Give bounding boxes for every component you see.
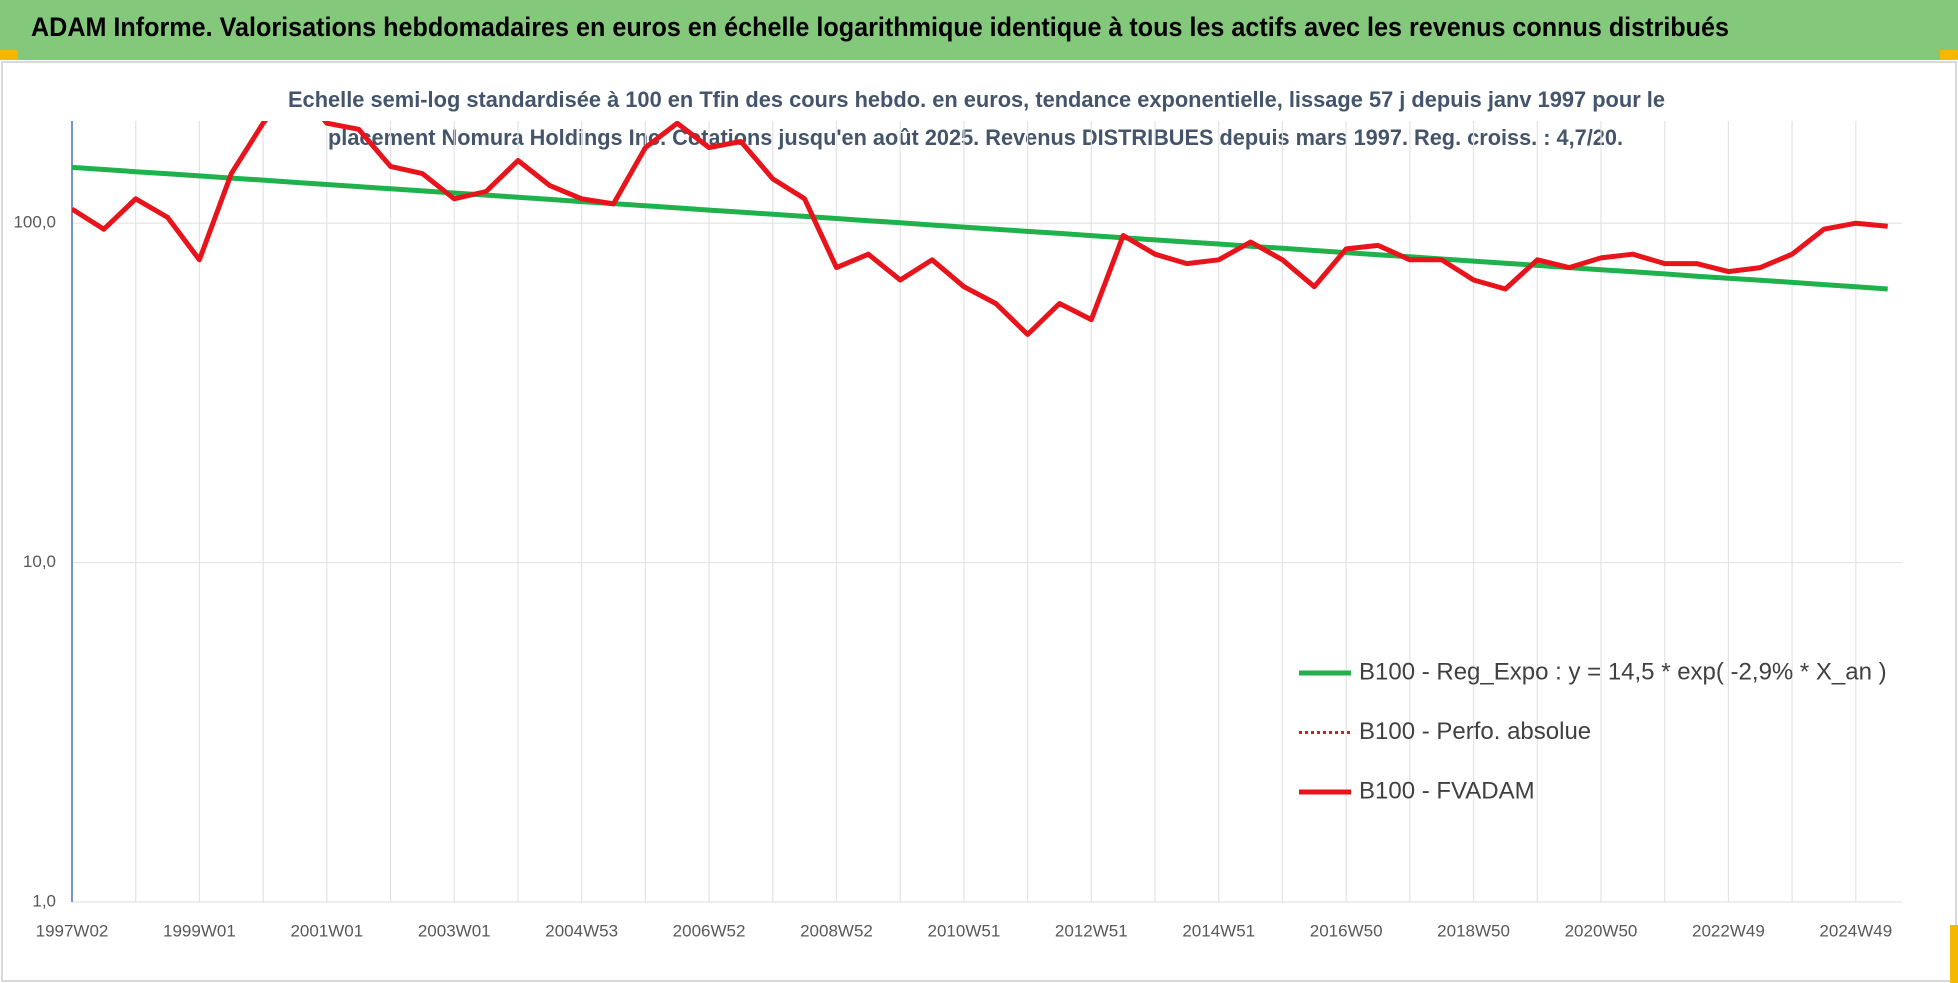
corner — [1940, 50, 1958, 60]
x-tick-label: 2020W50 — [1565, 921, 1638, 940]
x-tick-label: 2006W52 — [673, 921, 746, 940]
plot-area — [72, 121, 1888, 337]
x-tick-label: 2008W52 — [800, 921, 873, 940]
x-tick-label: 1999W01 — [163, 921, 236, 940]
x-tick-label: 2003W01 — [418, 921, 491, 940]
y-tick-label: 1,0 — [32, 891, 56, 910]
y-tick-label: 100,0 — [13, 213, 56, 232]
x-tick-label: 2016W50 — [1310, 921, 1383, 940]
x-tick-label: 2014W51 — [1182, 921, 1255, 940]
x-tick-label: 2022W49 — [1692, 921, 1765, 940]
x-tick-label: 2024W49 — [1819, 921, 1892, 940]
title-bar — [0, 0, 1958, 60]
legend-label: B100 - Reg_Expo : y = 14,5 * exp( -2,9% … — [1359, 658, 1887, 685]
chart-frame — [1, 61, 1957, 982]
corner — [1950, 925, 1958, 983]
x-tick-label: 2004W53 — [545, 921, 618, 940]
legend-label: B100 - Perfo. absolue — [1359, 718, 1591, 745]
legend-label: B100 - FVADAM — [1359, 777, 1535, 804]
chart-title: ADAM Informe. Valorisations hebdomadaire… — [31, 12, 1729, 42]
x-tick-label: 2012W51 — [1055, 921, 1128, 940]
x-tick-label: 1997W02 — [36, 921, 109, 940]
y-tick-label: 10,0 — [23, 552, 56, 571]
chart-subtitle: placement Nomura Holdings Inc. Cotations… — [328, 125, 1623, 150]
corner — [0, 50, 18, 60]
x-tick-label: 2018W50 — [1437, 921, 1510, 940]
series-line — [72, 121, 1888, 337]
x-tick-label: 2001W01 — [290, 921, 363, 940]
series-line — [72, 164, 1888, 292]
x-tick-label: 2010W51 — [928, 921, 1001, 940]
chart-subtitle: Echelle semi-log standardisée à 100 en T… — [288, 87, 1665, 112]
